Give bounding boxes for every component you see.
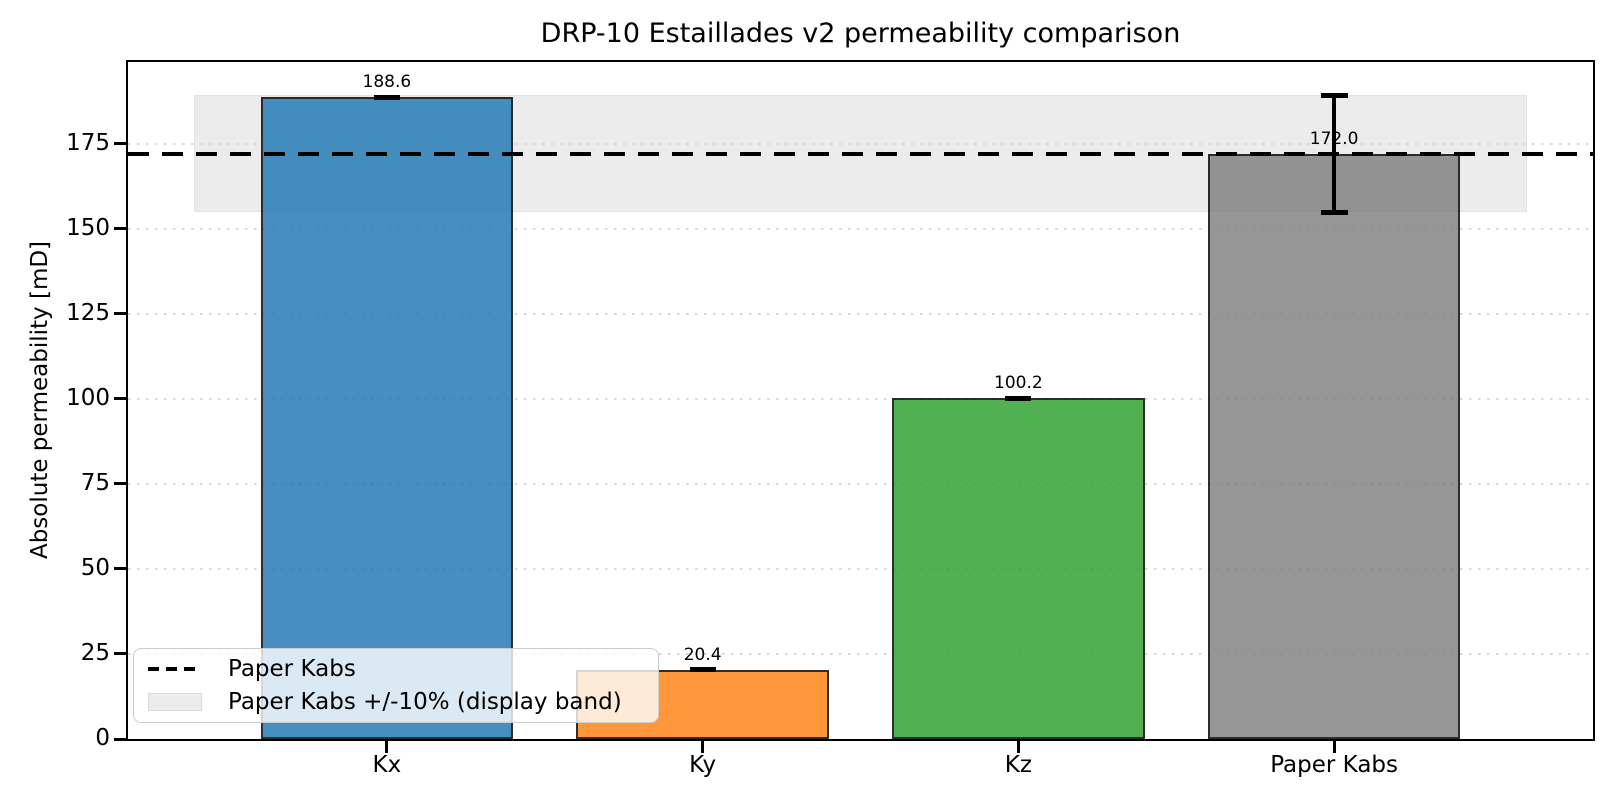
y-axis-tick bbox=[114, 652, 126, 656]
y-axis-tick bbox=[114, 142, 126, 146]
legend-item-paper-kabs: Paper Kabs bbox=[144, 653, 648, 686]
bar-kx bbox=[260, 97, 514, 739]
chart-title: DRP-10 Estaillades v2 permeability compa… bbox=[540, 18, 1181, 49]
error-cap bbox=[689, 667, 716, 673]
legend-item-band: Paper Kabs +/-10% (display band) bbox=[144, 686, 648, 719]
dashed-line-icon bbox=[148, 667, 202, 672]
value-label: 20.4 bbox=[683, 644, 722, 665]
value-label: 172.0 bbox=[1309, 128, 1359, 149]
gridline bbox=[128, 142, 1593, 145]
y-tick-label: 125 bbox=[66, 299, 110, 326]
y-axis-tick bbox=[114, 482, 126, 486]
y-tick-label: 25 bbox=[80, 639, 110, 666]
bar-paper-kabs bbox=[1207, 153, 1461, 739]
x-tick-label: Kz bbox=[1004, 752, 1032, 778]
error-bar-cap bbox=[1320, 209, 1348, 215]
value-label: 188.6 bbox=[362, 72, 412, 93]
reference-line bbox=[128, 151, 1593, 156]
x-axis-tick bbox=[385, 741, 389, 753]
gridline bbox=[128, 567, 1593, 570]
y-tick-label: 100 bbox=[66, 384, 110, 411]
legend: Paper Kabs Paper Kabs +/-10% (display ba… bbox=[133, 648, 659, 723]
y-axis-tick bbox=[114, 567, 126, 571]
y-axis-tick bbox=[114, 397, 126, 401]
value-label: 100.2 bbox=[994, 373, 1043, 394]
gridline bbox=[128, 227, 1593, 230]
y-axis-tick bbox=[114, 312, 126, 316]
error-bar-cap bbox=[1320, 92, 1348, 98]
x-axis-tick bbox=[701, 741, 705, 753]
y-tick-label: 0 bbox=[95, 725, 110, 751]
gridline bbox=[128, 652, 1593, 655]
legend-label: Paper Kabs +/-10% (display band) bbox=[228, 688, 622, 715]
legend-sample-box bbox=[144, 692, 206, 711]
legend-label: Paper Kabs bbox=[228, 656, 356, 683]
x-axis-tick bbox=[1016, 741, 1020, 753]
gridline bbox=[128, 482, 1593, 485]
y-axis-tick bbox=[114, 737, 126, 741]
gridline bbox=[128, 312, 1593, 315]
error-bar-line bbox=[1332, 95, 1337, 213]
y-tick-label: 50 bbox=[80, 554, 110, 581]
y-tick-label: 75 bbox=[80, 469, 110, 496]
bar-kz bbox=[892, 398, 1145, 739]
x-tick-label: Paper Kabs bbox=[1270, 752, 1398, 778]
y-axis-tick bbox=[114, 227, 126, 231]
band-patch-icon bbox=[148, 692, 202, 711]
x-axis-tick bbox=[1332, 741, 1336, 753]
gridline bbox=[128, 397, 1593, 400]
x-tick-label: Ky bbox=[689, 752, 717, 778]
legend-sample-box bbox=[144, 667, 206, 672]
plot-area bbox=[126, 60, 1595, 741]
y-tick-label: 175 bbox=[66, 129, 110, 156]
error-cap bbox=[1005, 395, 1032, 401]
x-tick-label: Kx bbox=[372, 752, 402, 778]
y-tick-label: 150 bbox=[66, 214, 110, 241]
error-cap bbox=[373, 94, 400, 100]
